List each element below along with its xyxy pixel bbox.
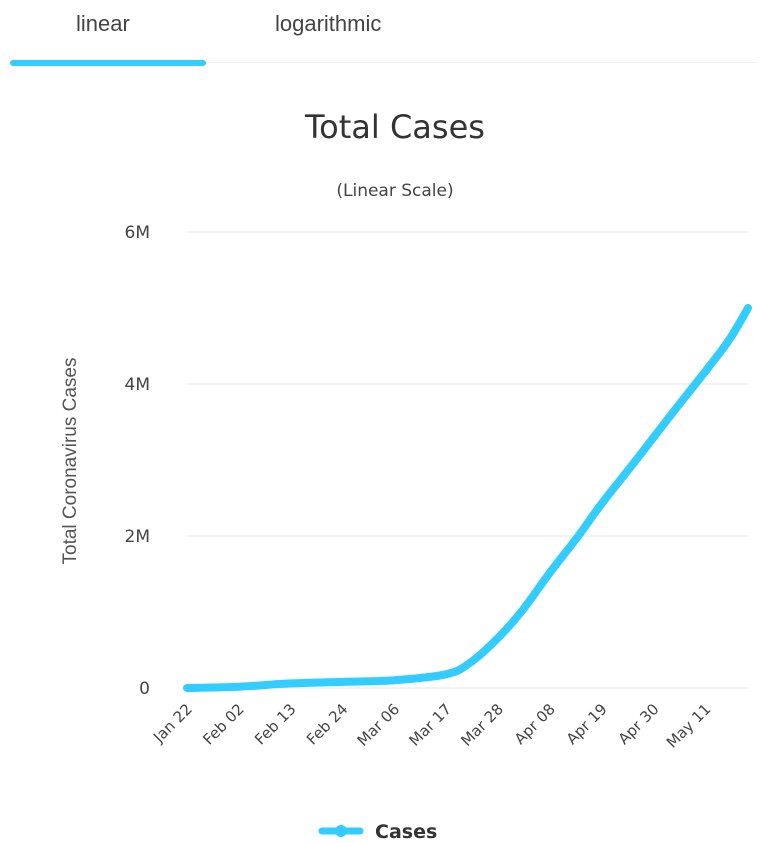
tab-logarithmic[interactable]: logarithmic — [275, 11, 382, 36]
y-tick-label: 4M — [125, 375, 150, 395]
data-point[interactable] — [547, 569, 553, 576]
x-tick-label: Apr 19 — [563, 700, 611, 748]
legend[interactable]: Cases — [318, 821, 437, 843]
y-tick-label: 0 — [139, 679, 150, 699]
data-point[interactable] — [184, 685, 190, 691]
total-cases-chart: Total Cases (Linear Scale) Total Coronav… — [60, 108, 752, 843]
x-tick-label: Jan 22 — [149, 700, 196, 747]
data-point[interactable] — [466, 659, 473, 666]
data-point[interactable] — [575, 533, 582, 539]
x-tick-label: Feb 02 — [199, 700, 247, 748]
tab-bar-divider — [10, 62, 757, 63]
x-tick-label: Feb 13 — [251, 700, 299, 748]
chart-subtitle: (Linear Scale) — [336, 181, 453, 201]
active-tab-indicator — [10, 60, 206, 66]
data-point[interactable] — [495, 634, 502, 641]
data-point[interactable] — [627, 464, 634, 471]
data-point[interactable] — [598, 500, 605, 507]
data-point[interactable] — [235, 683, 242, 690]
data-point[interactable] — [702, 368, 709, 375]
chart-title: Total Cases — [304, 108, 485, 146]
data-point[interactable] — [518, 608, 525, 615]
data-point[interactable] — [650, 434, 657, 441]
data-point[interactable] — [726, 336, 733, 343]
x-axis-ticks: Jan 22 Feb 02 Feb 13 Feb 24 Mar 06 Mar 17 Mar … — [149, 700, 714, 752]
y-axis-ticks: 0 2M 4M 6M — [125, 223, 150, 699]
series-layer — [183, 304, 752, 692]
data-point[interactable] — [443, 671, 450, 678]
x-tick-label: Mar 17 — [406, 700, 456, 750]
x-tick-label: Apr 08 — [511, 700, 559, 748]
y-axis-label: Total Coronavirus Cases — [60, 358, 81, 565]
data-point[interactable] — [339, 678, 346, 685]
data-point[interactable] — [391, 677, 398, 684]
series-line-cases[interactable] — [183, 304, 752, 692]
tab-bar: linear logarithmic — [0, 0, 767, 66]
chart-container: Total Cases (Linear Scale) Total Coronav… — [0, 66, 767, 843]
x-tick-label: Feb 24 — [303, 700, 351, 748]
data-point[interactable] — [745, 305, 751, 311]
data-point[interactable] — [287, 680, 294, 687]
x-tick-label: Mar 28 — [457, 700, 507, 750]
legend-marker-cases — [335, 825, 347, 837]
y-tick-label: 2M — [125, 527, 150, 547]
legend-label-cases: Cases — [375, 821, 437, 843]
y-tick-label: 6M — [125, 223, 150, 243]
x-tick-label: Apr 30 — [615, 700, 663, 748]
gridlines — [187, 231, 748, 689]
x-tick-label: Mar 06 — [354, 700, 404, 750]
tab-linear[interactable]: linear — [76, 11, 130, 36]
data-point[interactable] — [674, 403, 681, 410]
x-tick-label: May 11 — [663, 700, 715, 752]
